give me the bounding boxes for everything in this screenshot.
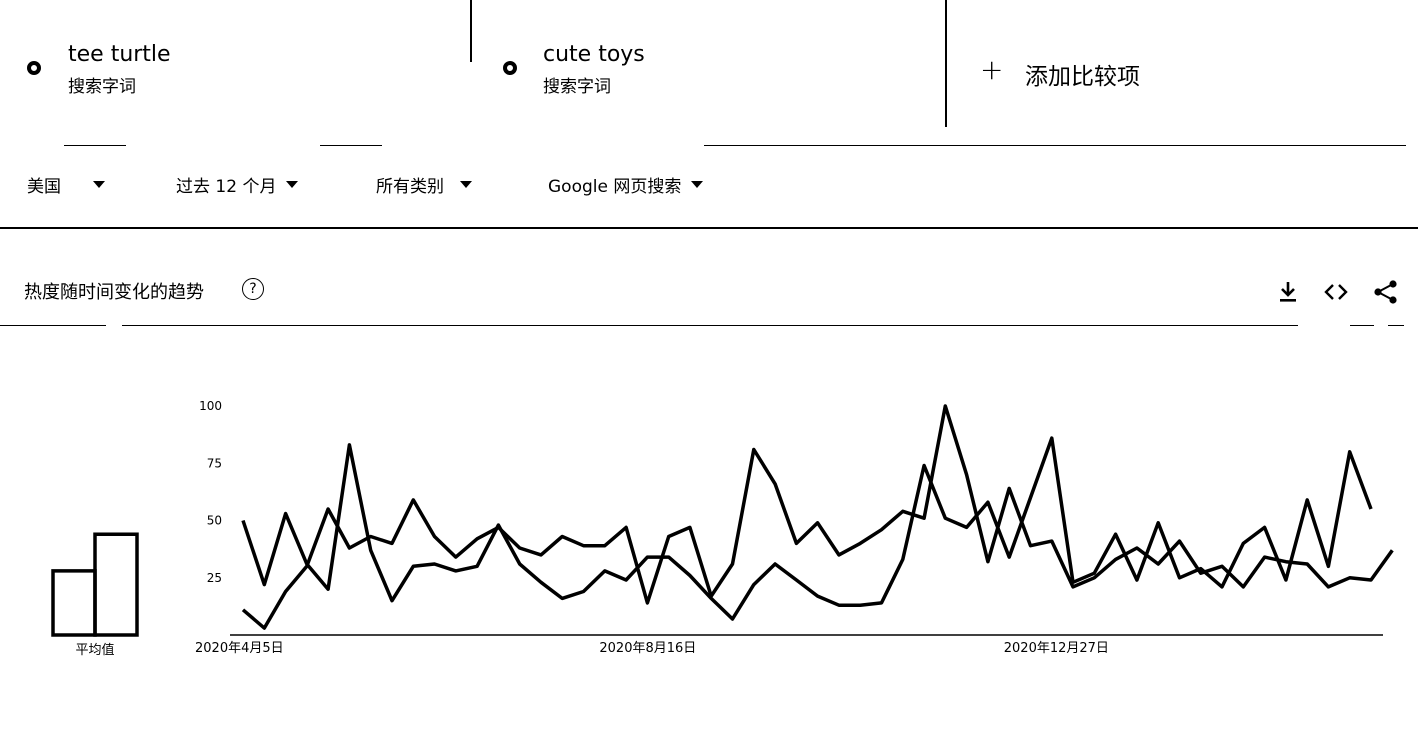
filter-search-type[interactable]: Google 网页搜索 [548,172,704,197]
filter-label: 所有类别 [376,177,444,197]
filter-label: 美国 [27,177,61,197]
divider [704,145,1406,146]
x-date-label: 2020年8月16日 [599,641,696,656]
term-type: 搜索字词 [543,77,611,97]
divider [470,0,472,62]
filter-time-range[interactable]: 过去 12 个月 [176,172,299,197]
section-title: 热度随时间变化的趋势 [24,282,204,303]
chevron-down-icon [286,181,299,188]
y-tick-label: 50 [207,514,222,528]
average-bars [51,532,139,637]
average-bar [51,569,97,637]
divider [0,325,106,326]
share-icon[interactable] [1372,278,1400,306]
series-dot-icon [503,61,517,75]
divider [122,325,1298,326]
divider [1350,325,1374,326]
term-name[interactable]: tee turtle [68,42,171,67]
x-date-label: 2020年12月27日 [1004,641,1109,656]
filter-label: Google 网页搜索 [548,177,682,197]
filter-label: 过去 12 个月 [176,177,277,197]
series-line-2 [241,404,1394,630]
series-dot-icon [27,61,41,75]
filter-category[interactable]: 所有类别 [376,172,472,197]
download-icon[interactable] [1274,278,1302,306]
series-line-1 [241,436,1373,621]
embed-code-icon[interactable] [1322,278,1350,306]
plus-icon: + [980,53,1004,86]
y-tick-label: 25 [207,571,222,585]
average-bar [93,532,139,637]
y-tick-label: 100 [199,399,222,413]
chevron-down-icon [691,181,704,188]
add-comparison-button[interactable]: + 添加比较项 [947,0,1418,146]
help-icon[interactable]: ? [242,278,264,300]
chevron-down-icon [460,181,472,188]
divider [0,227,1418,229]
y-tick-label: 75 [207,456,222,470]
divider [945,0,947,127]
add-comparison-label: 添加比较项 [1025,64,1140,90]
chevron-down-icon [93,181,105,188]
divider [1388,325,1404,326]
term-card-tee-turtle[interactable]: tee turtle 搜索字词 [0,0,470,146]
y-axis: 100 75 50 25 [199,399,1383,636]
average-label: 平均值 [75,642,114,658]
filter-region[interactable]: 美国 [27,172,105,197]
divider [320,145,382,146]
series-lines [241,404,1394,630]
x-axis: 2020年4月5日 2020年8月16日 2020年12月27日 [195,641,1109,656]
trend-chart: 100 75 50 25 2020年4月5日 2020年8月16日 2020年12月27日… [51,399,1394,658]
term-type: 搜索字词 [68,77,136,97]
comparison-bar: tee turtle 搜索字词 cute toys 搜索字词 + 添加比较项 [0,0,1418,146]
x-date-label: 2020年4月5日 [195,641,284,656]
term-card-cute-toys[interactable]: cute toys 搜索字词 [471,0,946,146]
divider [64,145,126,146]
term-name[interactable]: cute toys [543,42,645,67]
